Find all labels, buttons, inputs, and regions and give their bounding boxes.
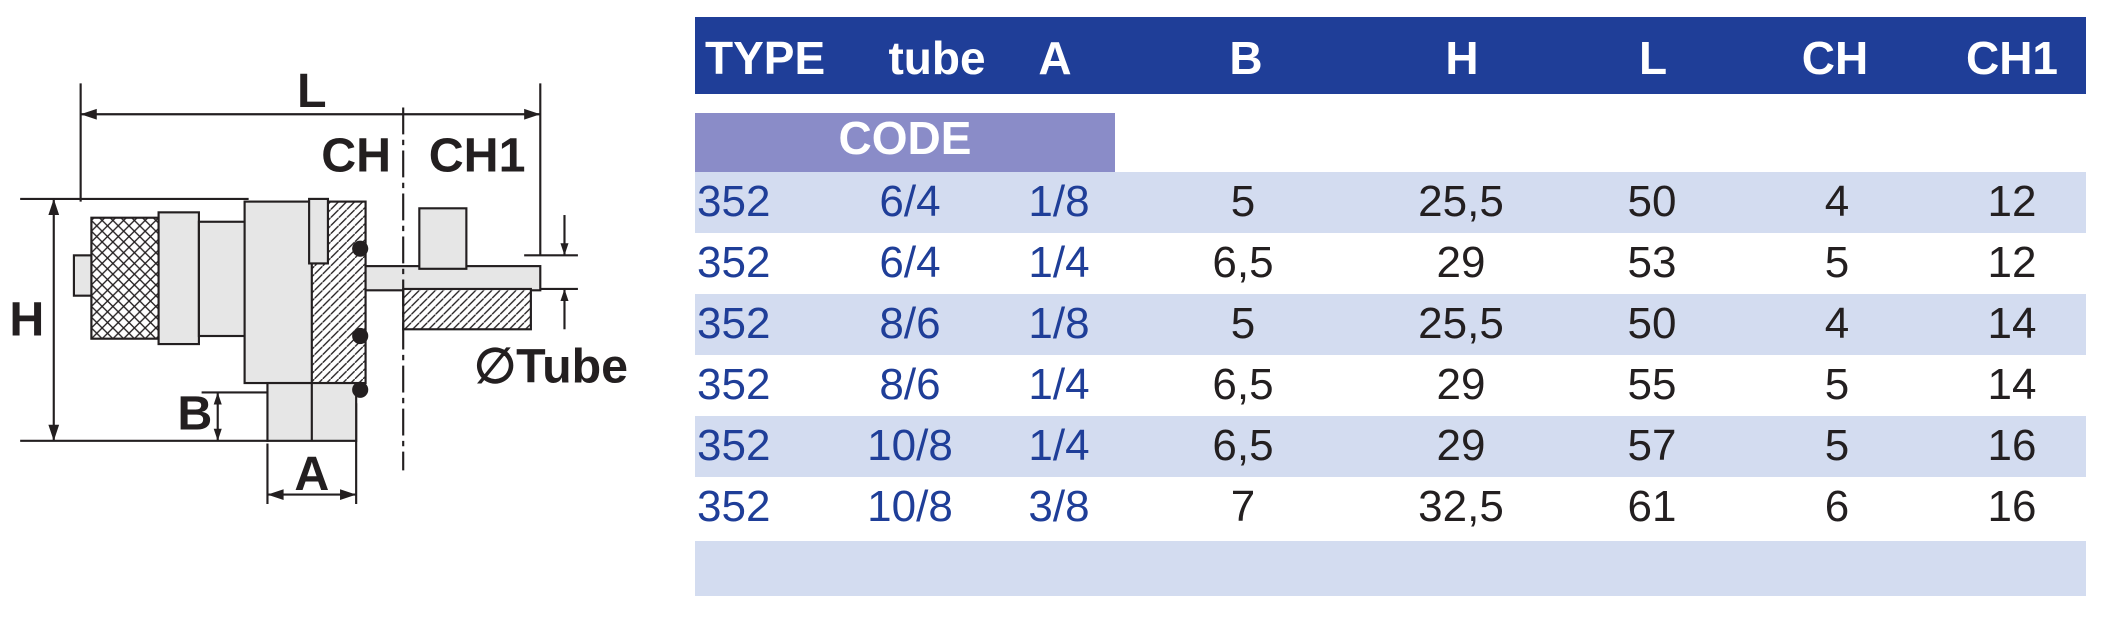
- cell: 10/8: [867, 482, 953, 531]
- cell: 3/8: [1028, 482, 1089, 531]
- cell: 1/8: [1028, 299, 1089, 348]
- cell: 6: [1825, 482, 1849, 531]
- cell: 32,5: [1418, 482, 1504, 531]
- dimension-table: CODE TYPE tube A B H L CH CH1 352 6/4 1/8 5 25,5 50 4 1…: [695, 17, 2086, 596]
- cell: 1/4: [1028, 238, 1089, 287]
- cell: 5: [1231, 299, 1255, 348]
- column-header: CH: [1802, 32, 1868, 84]
- cell: 61: [1628, 482, 1677, 531]
- dim-label: A: [294, 447, 329, 501]
- cell: 12: [1988, 238, 2037, 287]
- cell: 12: [1988, 177, 2037, 226]
- cell: 352: [697, 177, 770, 226]
- dim-label: B: [177, 386, 212, 440]
- column-header: L: [1639, 32, 1667, 84]
- cell: 4: [1825, 299, 1849, 348]
- cell: 25,5: [1418, 299, 1504, 348]
- dim-label: H: [9, 292, 44, 346]
- column-header: H: [1445, 32, 1478, 84]
- cell: 16: [1988, 482, 2037, 531]
- cell: 1/8: [1028, 177, 1089, 226]
- cell: 57: [1628, 421, 1677, 470]
- cell: 7: [1231, 482, 1255, 531]
- cell: 352: [697, 238, 770, 287]
- row-band: [695, 541, 2086, 596]
- cell: 1/4: [1028, 421, 1089, 470]
- cell: 5: [1825, 360, 1849, 409]
- cell: 29: [1437, 421, 1486, 470]
- code-box: [695, 113, 1115, 172]
- column-header: TYPE: [705, 32, 825, 84]
- column-header: B: [1229, 32, 1262, 84]
- dim-label: CH1: [429, 128, 526, 182]
- cell: 5: [1825, 421, 1849, 470]
- dim-label: CH: [321, 128, 391, 182]
- column-header: tube: [888, 32, 985, 84]
- cell: 25,5: [1418, 177, 1504, 226]
- cell: 352: [697, 299, 770, 348]
- column-header: A: [1038, 32, 1071, 84]
- row-band: [695, 294, 2086, 355]
- cell: 8/6: [879, 299, 940, 348]
- cell: 4: [1825, 177, 1849, 226]
- cell: 6/4: [879, 177, 940, 226]
- row-band: [695, 416, 2086, 477]
- cell: 6,5: [1212, 238, 1273, 287]
- code-label: CODE: [839, 112, 972, 164]
- cell: 50: [1628, 299, 1677, 348]
- cell: 10/8: [867, 421, 953, 470]
- cell: 50: [1628, 177, 1677, 226]
- cell: 5: [1231, 177, 1255, 226]
- cell: 53: [1628, 238, 1677, 287]
- cell: 8/6: [879, 360, 940, 409]
- row-band: [695, 172, 2086, 233]
- cell: 29: [1437, 238, 1486, 287]
- cell: 14: [1988, 299, 2037, 348]
- cell: 55: [1628, 360, 1677, 409]
- dim-label: ∅Tube: [474, 339, 628, 393]
- dim-label: L: [297, 64, 327, 118]
- cell: 29: [1437, 360, 1486, 409]
- column-header: CH1: [1966, 32, 2058, 84]
- cell: 6,5: [1212, 421, 1273, 470]
- cell: 352: [697, 360, 770, 409]
- header-bar: [695, 17, 2086, 94]
- cell: 16: [1988, 421, 2037, 470]
- cell: 352: [697, 482, 770, 531]
- cell: 1/4: [1028, 360, 1089, 409]
- cell: 5: [1825, 238, 1849, 287]
- cell: 14: [1988, 360, 2037, 409]
- fitting-diagram: L CH CH1 H B A ∅Tube: [9, 64, 628, 504]
- cell: 6/4: [879, 238, 940, 287]
- cell: 6,5: [1212, 360, 1273, 409]
- cell: 352: [697, 421, 770, 470]
